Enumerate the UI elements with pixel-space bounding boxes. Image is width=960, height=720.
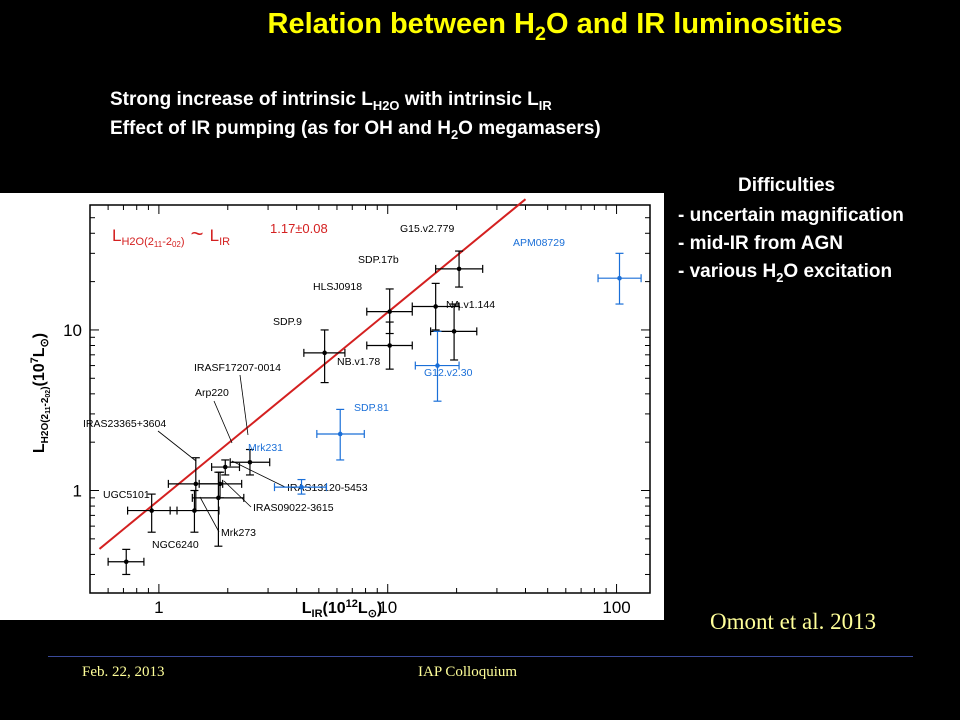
point-marker (337, 431, 343, 437)
data-point-na-v1-144: NA.v1.144 (430, 299, 495, 361)
difficulty-item-3: - various H2O excitation (678, 261, 893, 285)
x-tick-label: 100 (602, 598, 630, 617)
y-tick-label: 10 (63, 321, 82, 340)
data-point-sdp-17b: SDP.17b (358, 254, 460, 331)
difficulties-heading: Difficulties (738, 175, 836, 196)
data-point-g12-v2-30: G12.v2.30 (414, 330, 473, 402)
relation-exponent: 1.17±0.08 (270, 221, 328, 236)
point-marker (222, 464, 228, 470)
relation-annotation: LH2O(211-202) ~ LIR (112, 221, 230, 249)
point-label: HLSJ0918 (313, 281, 362, 293)
label-leader-line (239, 374, 249, 436)
point-marker (433, 304, 438, 309)
point-marker (299, 484, 304, 490)
label-leader-line (231, 460, 286, 488)
point-label: SDP.17b (358, 254, 399, 266)
point-marker (123, 559, 129, 565)
point-marker (387, 309, 392, 314)
data-point-arp220: Arp220 (195, 387, 241, 476)
point-marker (193, 481, 199, 487)
x-tick-label: 1 (154, 598, 163, 617)
data-point-mrk231: Mrk231 (248, 442, 328, 495)
point-marker (451, 329, 457, 334)
point-label: NGC6240 (152, 539, 199, 551)
label-leader-line (157, 430, 197, 462)
data-point-sdp-81: SDP.81 (316, 402, 389, 461)
x-axis-label: LIR(1012L⊙) (302, 598, 382, 620)
difficulty-item-1: - uncertain magnification (678, 205, 904, 226)
data-point-sdp-9: SDP.9 (273, 316, 346, 384)
footer-divider (48, 656, 913, 657)
y-tick-label: 1 (73, 482, 82, 501)
point-label: G15.v2.779 (400, 223, 454, 235)
label-leader-line (199, 496, 220, 533)
plot-frame (89, 204, 651, 594)
point-marker (149, 508, 154, 513)
subtitle-line-2: Effect of IR pumping (as for OH and H2O … (110, 118, 601, 142)
point-marker (247, 459, 253, 465)
data-point-ngc6240: NGC6240 (107, 539, 199, 576)
point-marker (322, 350, 327, 356)
point-label: IRAS09022-3615 (253, 502, 334, 514)
point-label: IRAS13120-5453 (287, 482, 368, 494)
point-label: APM08729 (513, 237, 565, 249)
y-axis-label: LH2O(211-202)(107L⊙) (29, 333, 52, 453)
citation: Omont et al. 2013 (710, 609, 877, 634)
chart-panel: 1 10 100 1 10 LIR(1012L⊙) LH2O(211-202)(107L⊙)… (0, 193, 664, 620)
fit-line (98, 198, 527, 550)
point-marker (435, 363, 440, 368)
point-label: Mrk273 (221, 527, 256, 539)
point-label: G12.v2.30 (424, 367, 473, 379)
slide-title: Relation between H2O and IR luminosities (267, 8, 843, 45)
data-point-iras13120-5453: IRAS13120-5453 (198, 460, 368, 499)
difficulty-item-2: - mid-IR from AGN (678, 233, 844, 254)
point-label: UGC5101 (103, 489, 150, 501)
point-marker (617, 275, 622, 281)
point-marker (456, 266, 462, 272)
data-point-g15-v2-779: G15.v2.779 (400, 223, 484, 288)
footer-venue: IAP Colloquium (418, 664, 518, 680)
point-label: Mrk231 (248, 442, 283, 454)
data-point-hlsj0918: HLSJ0918 (313, 281, 413, 335)
point-label: NA.v1.144 (446, 299, 495, 311)
label-leader-line (223, 480, 252, 508)
point-label: Arp220 (195, 387, 229, 399)
scatter-chart: 1 10 100110LIR(1012L⊙)LH2O(211-202)(107L⊙)… (29, 198, 651, 620)
data-point-irasf17207-0014: IRASF17207-0014 (194, 362, 281, 476)
point-marker (217, 481, 223, 487)
point-label: IRASF17207-0014 (194, 362, 281, 374)
data-point-apm08729: APM08729 (513, 237, 642, 305)
point-label: SDP.81 (354, 402, 389, 414)
data-point-nb-v1-78: NB.v1.78 (337, 321, 413, 370)
point-label: NB.v1.78 (337, 356, 380, 368)
footer-date: Feb. 22, 2013 (82, 664, 165, 680)
x-tick-label: 10 (378, 598, 397, 617)
point-label: SDP.9 (273, 316, 302, 328)
subtitle-line-1: Strong increase of intrinsic LH2O with i… (110, 89, 552, 113)
point-marker (387, 343, 392, 348)
point-label: IRAS23365+3604 (83, 418, 166, 430)
label-leader-line (213, 400, 233, 444)
